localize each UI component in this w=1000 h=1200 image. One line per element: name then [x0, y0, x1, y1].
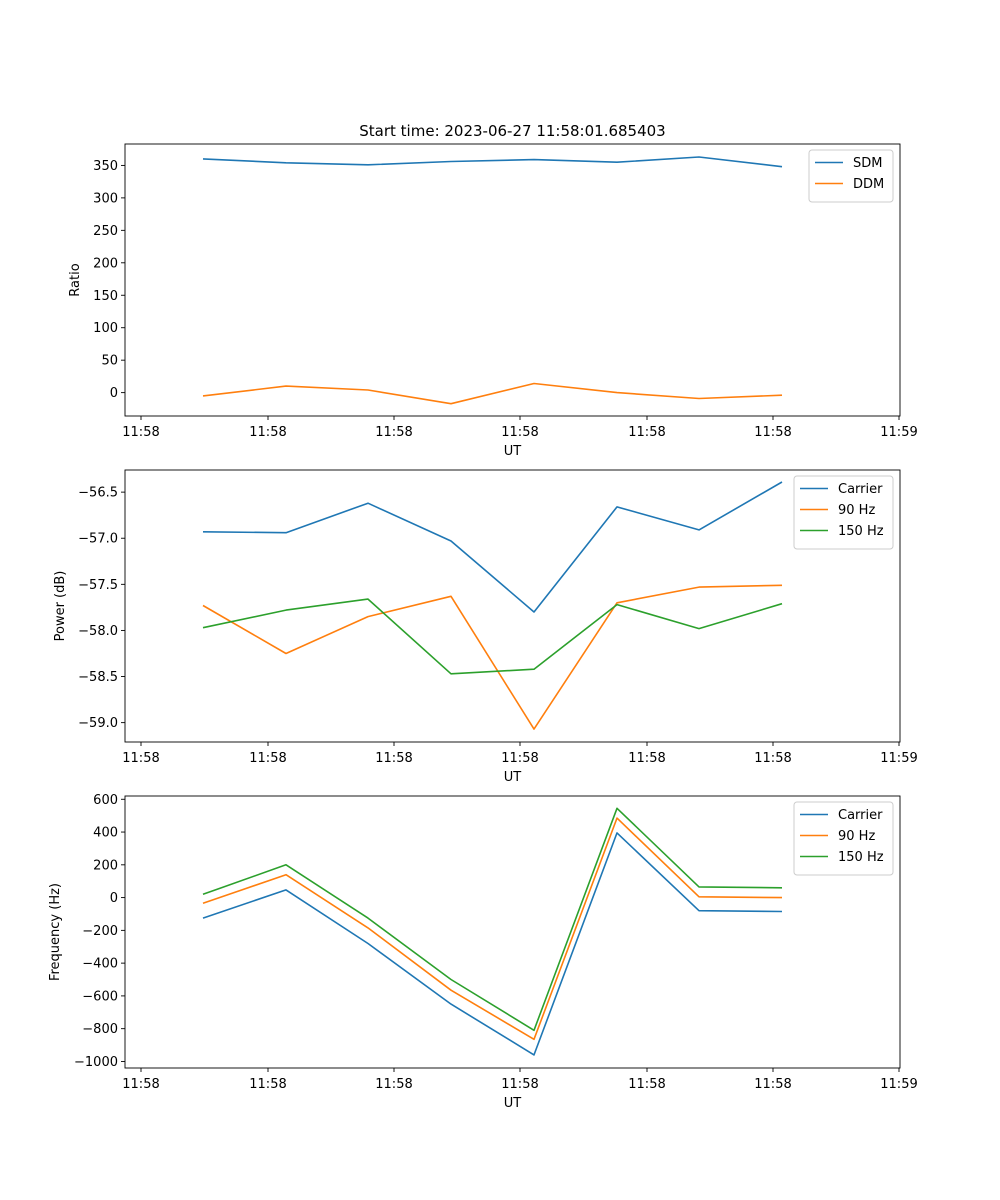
x-tick-label: 11:58 — [501, 425, 538, 440]
series-line-ddm — [202, 382, 783, 405]
chart-panel-3: 11:58 11:58 11:58 11:58 11:58 11:58 11:59 −1000… — [48, 793, 918, 1111]
x-tick-label: 11:58 — [249, 751, 286, 766]
series-line-90-hz — [202, 817, 783, 1041]
x-tick-label: 11:58 — [249, 1077, 286, 1092]
x-tick-label: 11:58 — [754, 425, 791, 440]
x-tick-label: 11:58 — [375, 751, 412, 766]
y-tick-label: 0 — [110, 386, 118, 401]
chart-panel-2: 11:58 11:58 11:58 11:58 11:58 11:58 11:59 −59.0… — [53, 469, 918, 785]
legend-label: 150 Hz — [838, 850, 884, 865]
y-tick-label: 250 — [93, 224, 118, 239]
y-tick-label: −400 — [82, 957, 118, 972]
x-tick-label: 11:58 — [754, 751, 791, 766]
y-tick-label: 200 — [93, 858, 118, 873]
legend: Carrier 90 Hz 150 Hz — [793, 801, 894, 876]
legend-label: 150 Hz — [838, 524, 884, 539]
chart-panel-1: 11:58 11:58 11:58 11:58 11:58 11:58 11:59 0 50 10… — [68, 143, 918, 459]
x-tick-label: 11:58 — [122, 751, 159, 766]
y-tick-label: −56.5 — [78, 486, 118, 501]
y-tick-label: −1000 — [74, 1055, 118, 1070]
y-tick-label: 600 — [93, 793, 118, 808]
legend-label: Carrier — [838, 808, 883, 823]
y-tick-label: −800 — [82, 1022, 118, 1037]
x-tick-label: 11:59 — [880, 425, 917, 440]
series-line-carrier — [202, 832, 783, 1056]
x-tick-label: 11:59 — [880, 751, 917, 766]
series-line-sdm — [202, 156, 783, 168]
y-tick-label: −200 — [82, 924, 118, 939]
x-tick-label: 11:58 — [375, 1077, 412, 1092]
x-tick-label: 11:59 — [880, 1077, 917, 1092]
y-tick-label: −59.0 — [78, 716, 118, 731]
legend-label: DDM — [853, 177, 884, 192]
y-axis-label: Frequency (Hz) — [48, 883, 63, 981]
y-axis-label: Ratio — [68, 263, 83, 296]
y-tick-label: −58.5 — [78, 670, 118, 685]
axes-frame — [124, 469, 901, 743]
legend-label: SDM — [853, 156, 882, 171]
y-tick-label: 200 — [93, 256, 118, 271]
x-tick-label: 11:58 — [628, 751, 665, 766]
y-tick-label: −600 — [82, 989, 118, 1004]
x-tick-label: 11:58 — [122, 1077, 159, 1092]
x-tick-label: 11:58 — [501, 751, 538, 766]
legend: Carrier 90 Hz 150 Hz — [793, 475, 894, 550]
x-axis-label: UT — [504, 770, 522, 785]
x-tick-label: 11:58 — [122, 425, 159, 440]
x-tick-label: 11:58 — [754, 1077, 791, 1092]
x-tick-label: 11:58 — [375, 425, 412, 440]
legend: SDM DDM — [808, 149, 894, 203]
y-tick-label: 300 — [93, 191, 118, 206]
y-tick-label: 0 — [110, 891, 118, 906]
axes-frame — [124, 795, 901, 1069]
y-tick-label: 150 — [93, 289, 118, 304]
y-tick-label: 400 — [93, 826, 118, 841]
y-tick-label: 350 — [93, 159, 118, 174]
x-axis-label: UT — [504, 1096, 522, 1111]
legend-label: 90 Hz — [838, 829, 875, 844]
y-tick-label: −57.5 — [78, 578, 118, 593]
series-line-90-hz — [202, 584, 783, 730]
series-line-carrier — [202, 481, 783, 613]
x-tick-label: 11:58 — [628, 425, 665, 440]
figure-title: Start time: 2023-06-27 11:58:01.685403 — [359, 122, 665, 140]
x-tick-label: 11:58 — [628, 1077, 665, 1092]
legend-label: 90 Hz — [838, 503, 875, 518]
axes-frame — [124, 143, 901, 417]
y-tick-label: 50 — [101, 354, 118, 369]
y-tick-label: 100 — [93, 321, 118, 336]
x-tick-label: 11:58 — [501, 1077, 538, 1092]
y-tick-label: −57.0 — [78, 532, 118, 547]
series-line-150-hz — [202, 598, 783, 675]
x-tick-label: 11:58 — [249, 425, 286, 440]
legend-label: Carrier — [838, 482, 883, 497]
x-axis-label: UT — [504, 444, 522, 459]
y-axis-label: Power (dB) — [53, 571, 68, 642]
y-tick-label: −58.0 — [78, 624, 118, 639]
series-line-150-hz — [202, 807, 783, 1032]
